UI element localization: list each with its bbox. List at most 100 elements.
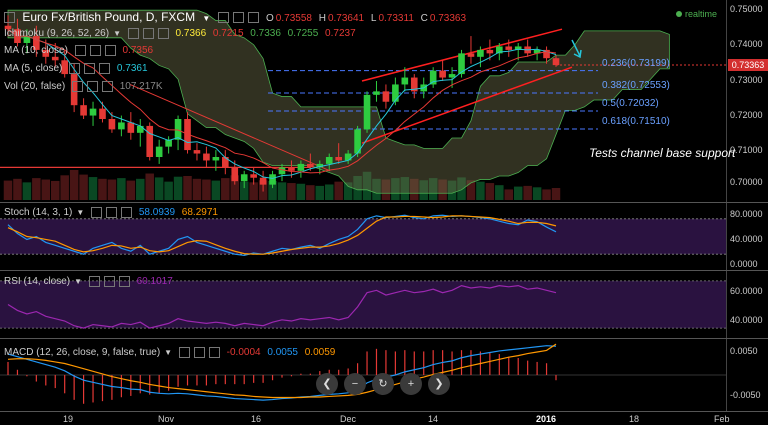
candle-body <box>543 49 550 59</box>
volume-bar <box>457 177 466 200</box>
candle-body <box>127 122 135 133</box>
eye-icon[interactable] <box>88 276 100 287</box>
close-icon[interactable] <box>121 207 133 218</box>
macd-label[interactable]: MACD (12, 26, close, 9, false, true) <box>4 347 161 359</box>
eye-icon[interactable] <box>178 347 190 358</box>
candle-body <box>155 146 163 157</box>
candle-body <box>354 129 361 154</box>
stoch-tick: 0.0000 <box>730 259 758 269</box>
dropdown-icon[interactable]: ▼ <box>202 14 211 23</box>
settings-icon[interactable] <box>86 81 98 92</box>
dropdown-icon[interactable]: ▼ <box>76 208 85 218</box>
candle-body <box>288 167 295 171</box>
volume-bar <box>183 176 192 200</box>
time-axis-separator <box>0 411 768 412</box>
zoom-out-button[interactable]: − <box>344 373 366 395</box>
annotation-text[interactable]: Tests channel base support <box>589 146 736 160</box>
ichimoku-legend[interactable]: Ichimoku (9, 26, 52, 26) ▼ 0.7366 0.7215 … <box>4 28 360 39</box>
stoch-d-value: 68.2971 <box>181 207 218 219</box>
candle-body <box>458 53 465 75</box>
eye-icon[interactable] <box>91 207 103 218</box>
rsi-label[interactable]: RSI (14, close) <box>4 276 71 288</box>
price-pane[interactable] <box>0 0 726 202</box>
eye-icon[interactable] <box>69 63 81 74</box>
volume-bar <box>410 178 419 200</box>
eye-icon[interactable] <box>217 12 229 24</box>
dropdown-icon[interactable]: ▼ <box>74 277 83 287</box>
ichimoku-label[interactable]: Ichimoku (9, 26, 52, 26) <box>4 28 110 40</box>
dropdown-icon[interactable]: ▼ <box>113 29 121 39</box>
volume-bar <box>32 178 41 200</box>
close-icon[interactable] <box>118 276 130 287</box>
rsi-pane[interactable] <box>0 271 726 338</box>
candle-body <box>51 56 59 61</box>
realtime-label: realtime <box>685 9 718 19</box>
eye-icon[interactable] <box>127 28 139 39</box>
close-icon[interactable] <box>157 28 169 39</box>
macd-hist-value: -0.0004 <box>226 347 261 359</box>
volume-bar <box>362 171 372 200</box>
ma10-label[interactable]: MA (10, close) <box>4 45 68 57</box>
candle-body <box>307 163 314 168</box>
vol-legend[interactable]: Vol (20, false) 107.217K <box>4 81 167 92</box>
volume-bar <box>277 182 287 200</box>
vol-label[interactable]: Vol (20, false) <box>4 81 66 93</box>
volume-bar <box>268 180 277 200</box>
open-value: 0.73558 <box>275 13 312 24</box>
candle-body <box>174 119 182 140</box>
candle-body <box>203 153 210 161</box>
candle-body <box>136 125 144 133</box>
volume-bar <box>98 178 107 200</box>
eye-icon[interactable] <box>71 81 83 92</box>
dropdown-icon[interactable]: ▼ <box>164 348 173 358</box>
candle-body <box>108 119 116 130</box>
close-icon[interactable] <box>104 45 116 56</box>
settings-icon[interactable] <box>193 347 205 358</box>
volume-bar <box>324 184 334 200</box>
candle-body <box>410 77 418 92</box>
settings-icon[interactable] <box>142 28 154 39</box>
reset-chart-button[interactable]: ↻ <box>372 373 394 395</box>
candle-body <box>439 70 446 78</box>
stoch-label[interactable]: Stoch (14, 3, 1) <box>4 207 73 219</box>
macd-legend[interactable]: MACD (12, 26, close, 9, false, true) ▼ -0… <box>4 347 339 358</box>
settings-icon[interactable] <box>84 63 96 74</box>
settings-icon[interactable] <box>106 207 118 218</box>
scroll-back-button[interactable]: ❮ <box>316 373 338 395</box>
candle-body <box>552 58 560 66</box>
stoch-legend[interactable]: Stoch (14, 3, 1) ▼ 58.0939 68.2971 <box>4 207 222 218</box>
pane-separator[interactable] <box>0 202 768 203</box>
stoch-tick: 40.0000 <box>730 234 763 244</box>
eye-icon[interactable] <box>74 45 86 56</box>
price-tick: 0.72000 <box>730 110 763 120</box>
settings-icon[interactable] <box>103 276 115 287</box>
close-icon[interactable] <box>101 81 113 92</box>
collapse-icon[interactable] <box>4 12 15 24</box>
ma10-legend[interactable]: MA (10, close) 0.7356 <box>4 45 157 56</box>
pane-separator[interactable] <box>0 270 768 271</box>
stoch-pane[interactable] <box>0 203 726 270</box>
price-axis[interactable] <box>726 0 768 202</box>
ma5-legend[interactable]: MA (5, close) 0.7361 <box>4 63 152 74</box>
zoom-in-button[interactable]: + <box>400 373 422 395</box>
close-icon[interactable] <box>99 63 111 74</box>
ma5-label[interactable]: MA (5, close) <box>4 63 63 75</box>
ma10-value: 0.7356 <box>122 45 154 57</box>
settings-icon[interactable] <box>232 12 244 24</box>
symbol-title[interactable]: Euro Fx/British Pound, D, FXCM <box>22 10 196 24</box>
scroll-forward-button[interactable]: ❯ <box>428 373 450 395</box>
volume-bar <box>202 179 211 200</box>
close-icon[interactable] <box>208 347 220 358</box>
pane-separator[interactable] <box>0 338 768 339</box>
rsi-legend[interactable]: RSI (14, close) ▼ 60.1017 <box>4 276 177 287</box>
volume-bar <box>542 189 551 200</box>
close-icon[interactable] <box>247 12 259 24</box>
settings-icon[interactable] <box>89 45 101 56</box>
candle-body <box>193 150 201 154</box>
macd-axis[interactable] <box>726 339 768 411</box>
time-tick: 19 <box>63 414 74 424</box>
rsi-axis[interactable] <box>726 271 768 338</box>
stoch-axis[interactable] <box>726 203 768 270</box>
candle-body <box>505 46 513 50</box>
volume-bar <box>523 185 532 200</box>
